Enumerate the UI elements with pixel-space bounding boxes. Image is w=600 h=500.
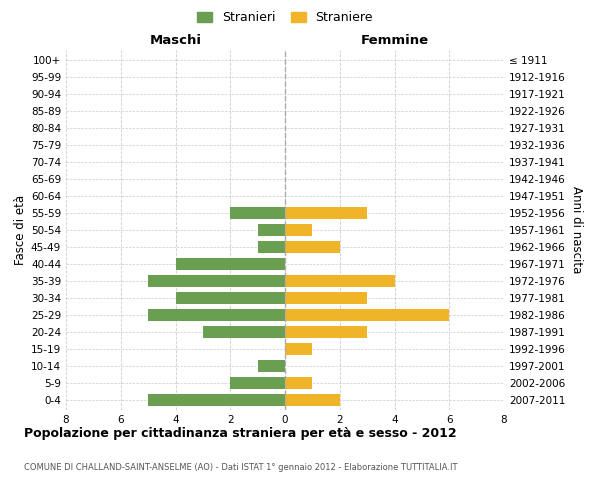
Legend: Stranieri, Straniere: Stranieri, Straniere [192, 6, 378, 29]
Bar [257, 224, 285, 236]
Bar [148, 275, 285, 287]
Y-axis label: Fasce di età: Fasce di età [14, 195, 27, 265]
Text: Popolazione per cittadinanza straniera per età e sesso - 2012: Popolazione per cittadinanza straniera p… [24, 428, 457, 440]
Bar [148, 394, 285, 406]
Bar [176, 258, 285, 270]
Text: COMUNE DI CHALLAND-SAINT-ANSELME (AO) - Dati ISTAT 1° gennaio 2012 - Elaborazion: COMUNE DI CHALLAND-SAINT-ANSELME (AO) - … [24, 462, 458, 471]
Bar [230, 376, 285, 389]
Text: Maschi: Maschi [149, 34, 202, 48]
Bar [285, 224, 313, 236]
Bar [285, 241, 340, 253]
Bar [285, 394, 340, 406]
Bar [203, 326, 285, 338]
Bar [148, 309, 285, 321]
Bar [230, 207, 285, 219]
Bar [285, 309, 449, 321]
Bar [176, 292, 285, 304]
Bar [285, 292, 367, 304]
Bar [285, 207, 367, 219]
Y-axis label: Anni di nascita: Anni di nascita [570, 186, 583, 274]
Bar [257, 360, 285, 372]
Text: Femmine: Femmine [361, 34, 428, 48]
Bar [285, 343, 313, 355]
Bar [257, 241, 285, 253]
Bar [285, 376, 313, 389]
Bar [285, 326, 367, 338]
Bar [285, 275, 395, 287]
